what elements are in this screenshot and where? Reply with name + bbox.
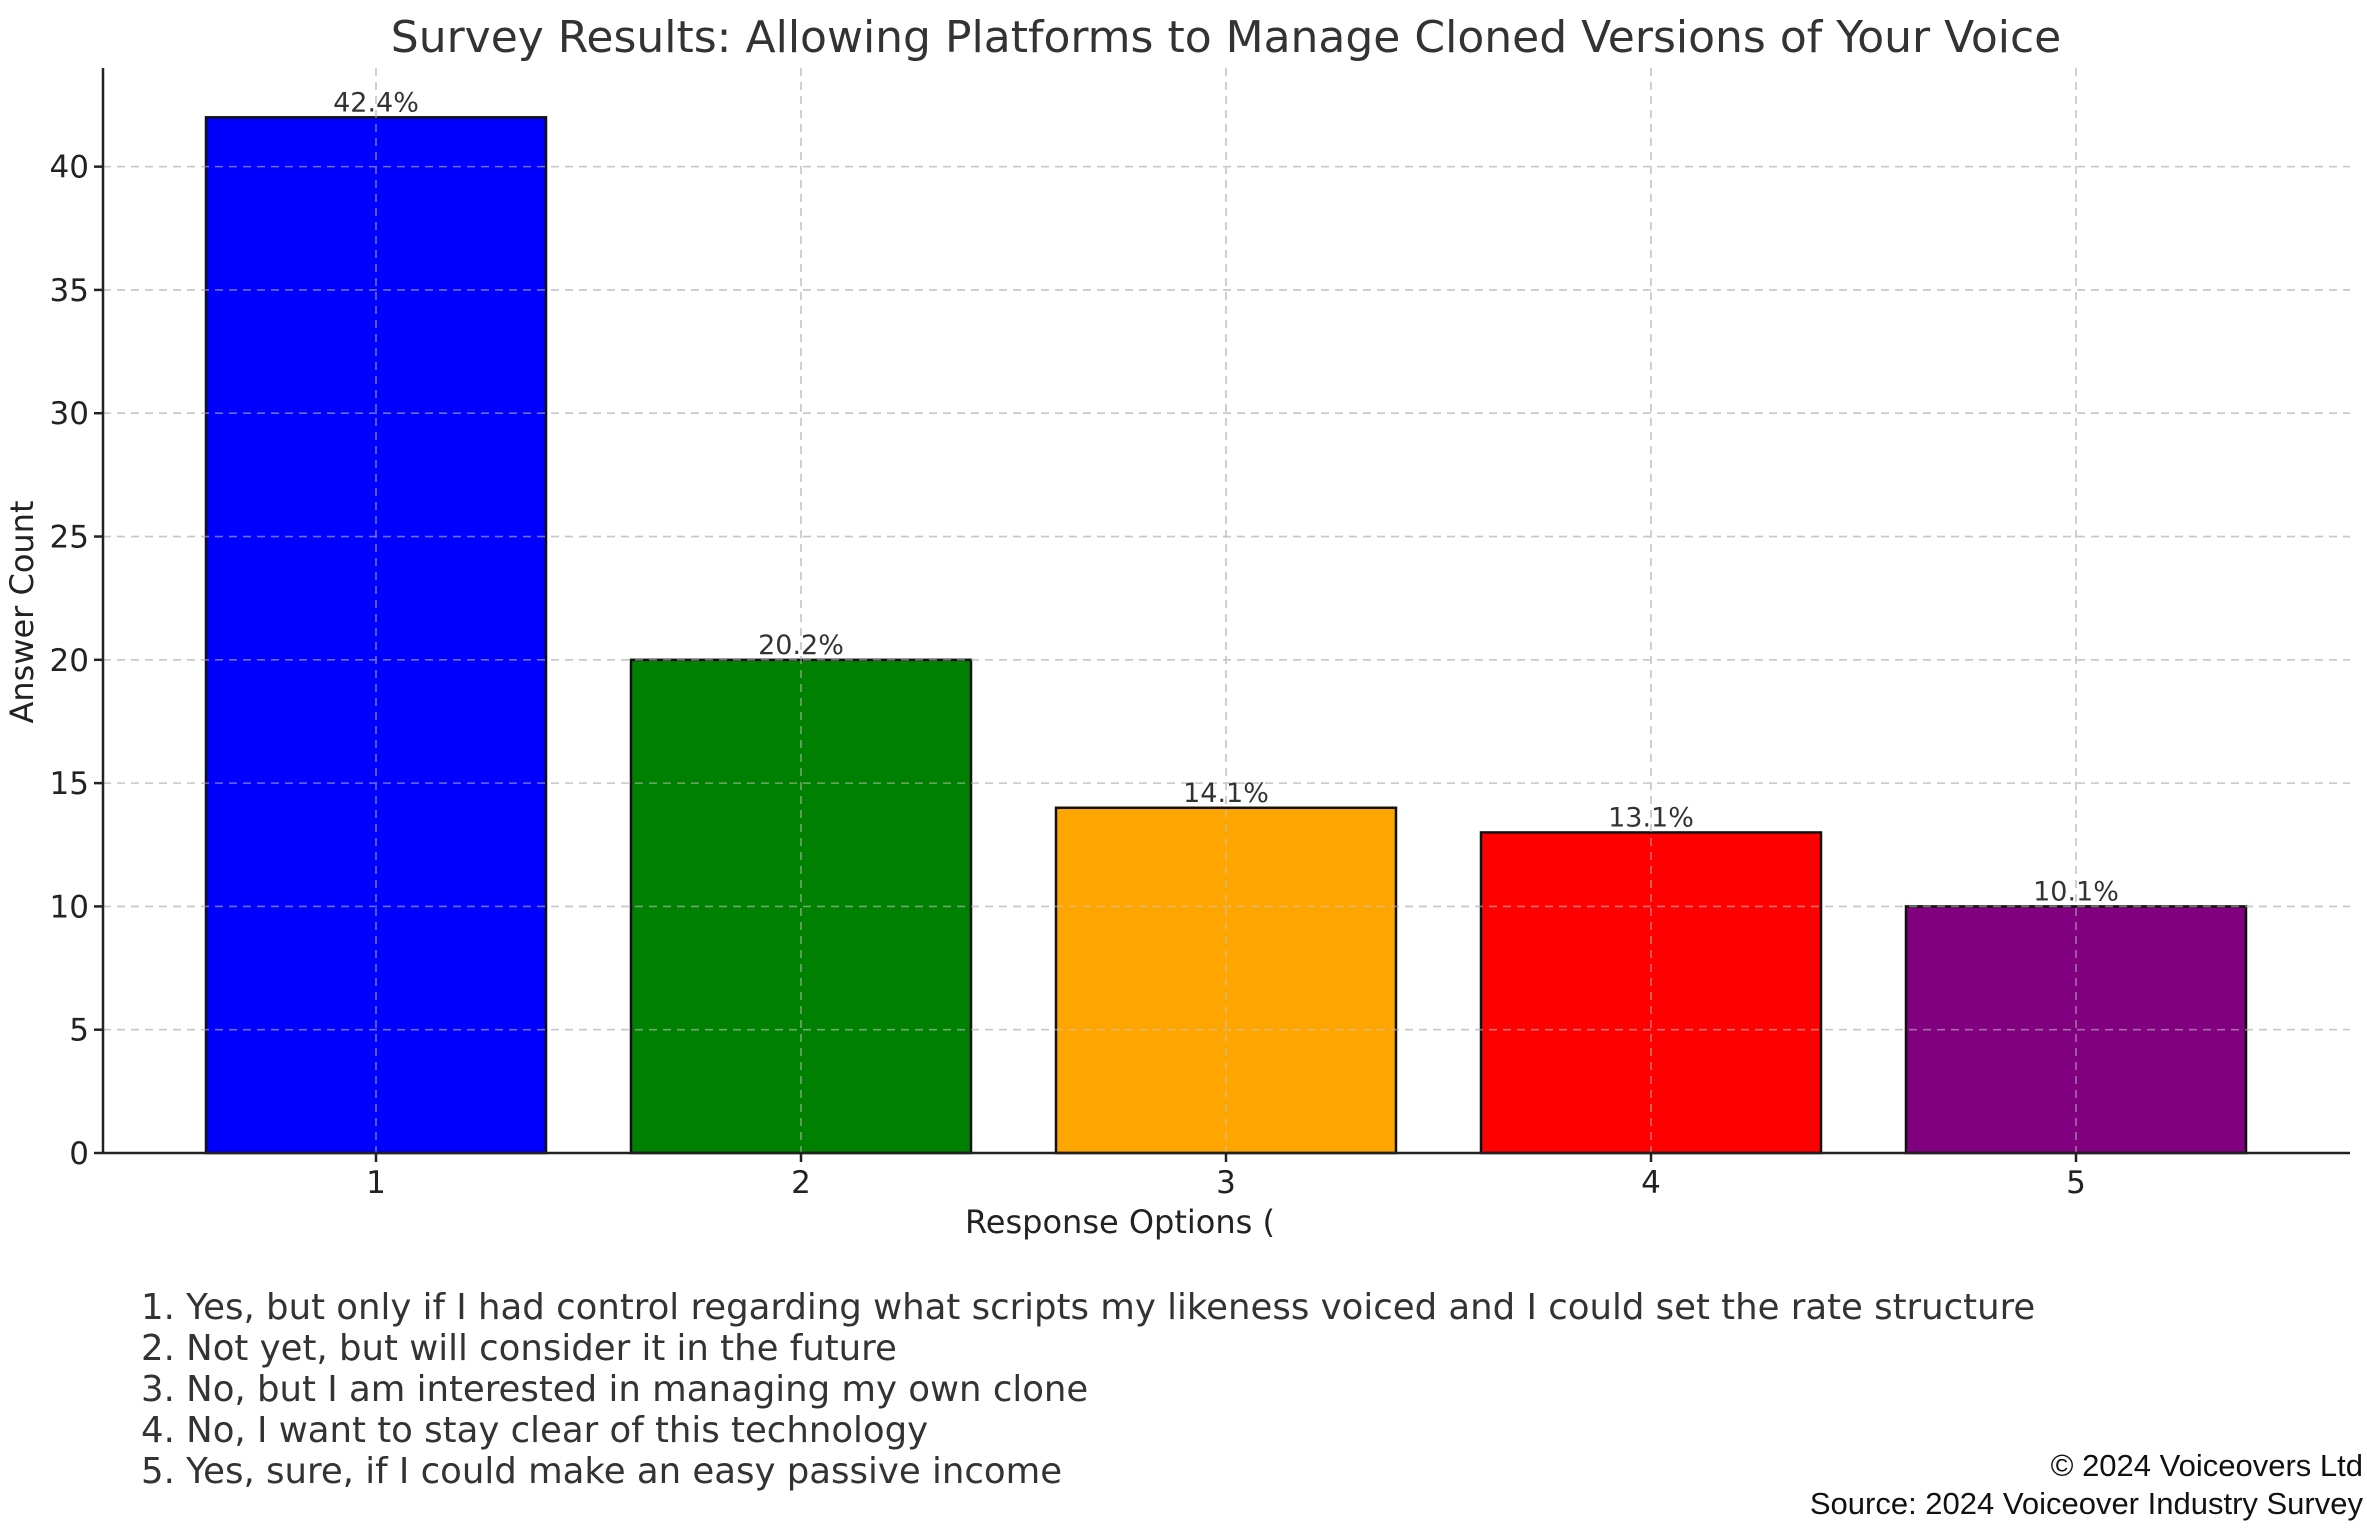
- data-label: 42.4%: [333, 87, 419, 118]
- y-tick-label: 20: [50, 643, 89, 679]
- data-labels: 42.4% 20.2% 14.1% 13.1% 10.1%: [333, 87, 2119, 907]
- x-tick-label: 5: [2066, 1165, 2086, 1201]
- y-tick-label: 15: [50, 766, 89, 802]
- legend-item-3: 3. No, but I am interested in managing m…: [141, 1369, 1089, 1410]
- axes: [94, 68, 2350, 1162]
- y-tick-label: 0: [69, 1136, 89, 1172]
- y-tick-label: 10: [50, 889, 89, 925]
- x-tick-label: 3: [1216, 1165, 1236, 1201]
- y-tick-label: 35: [50, 273, 89, 309]
- legend-item-5: 5. Yes, sure, if I could make an easy pa…: [141, 1451, 1063, 1492]
- x-tick-label: 1: [366, 1165, 386, 1201]
- data-label: 20.2%: [758, 630, 844, 661]
- y-tick-label: 25: [50, 520, 89, 556]
- data-label: 14.1%: [1183, 778, 1269, 809]
- legend-item-1: 1. Yes, but only if I had control regard…: [141, 1287, 2036, 1328]
- y-tick-label: 30: [50, 396, 89, 432]
- grid-overlay: [103, 68, 2350, 1153]
- y-tick-label: 40: [50, 150, 89, 186]
- data-label: 13.1%: [1608, 802, 1694, 833]
- x-axis-label: Response Options (: [965, 1203, 1275, 1241]
- response-options-legend: 1. Yes, but only if I had control regard…: [141, 1287, 2035, 1492]
- footer: © 2024 Voiceovers Ltd Source: 2024 Voice…: [1810, 1447, 2363, 1523]
- legend-item-2: 2. Not yet, but will consider it in the …: [141, 1328, 897, 1369]
- copyright-text: © 2024 Voiceovers Ltd: [2050, 1448, 2363, 1483]
- data-label: 10.1%: [2033, 876, 2119, 907]
- legend-item-4: 4. No, I want to stay clear of this tech…: [141, 1410, 929, 1451]
- source-text: Source: 2024 Voiceover Industry Survey: [1809, 1486, 2363, 1521]
- y-axis-label: Answer Count: [3, 500, 41, 723]
- tick-labels: 0 5 10 15 20 25 30 35 40 1 2 3 4 5: [50, 150, 2086, 1201]
- y-tick-label: 5: [69, 1013, 89, 1049]
- x-tick-label: 2: [791, 1165, 811, 1201]
- chart-title: Survey Results: Allowing Platforms to Ma…: [391, 12, 2061, 63]
- x-tick-label: 4: [1641, 1165, 1661, 1201]
